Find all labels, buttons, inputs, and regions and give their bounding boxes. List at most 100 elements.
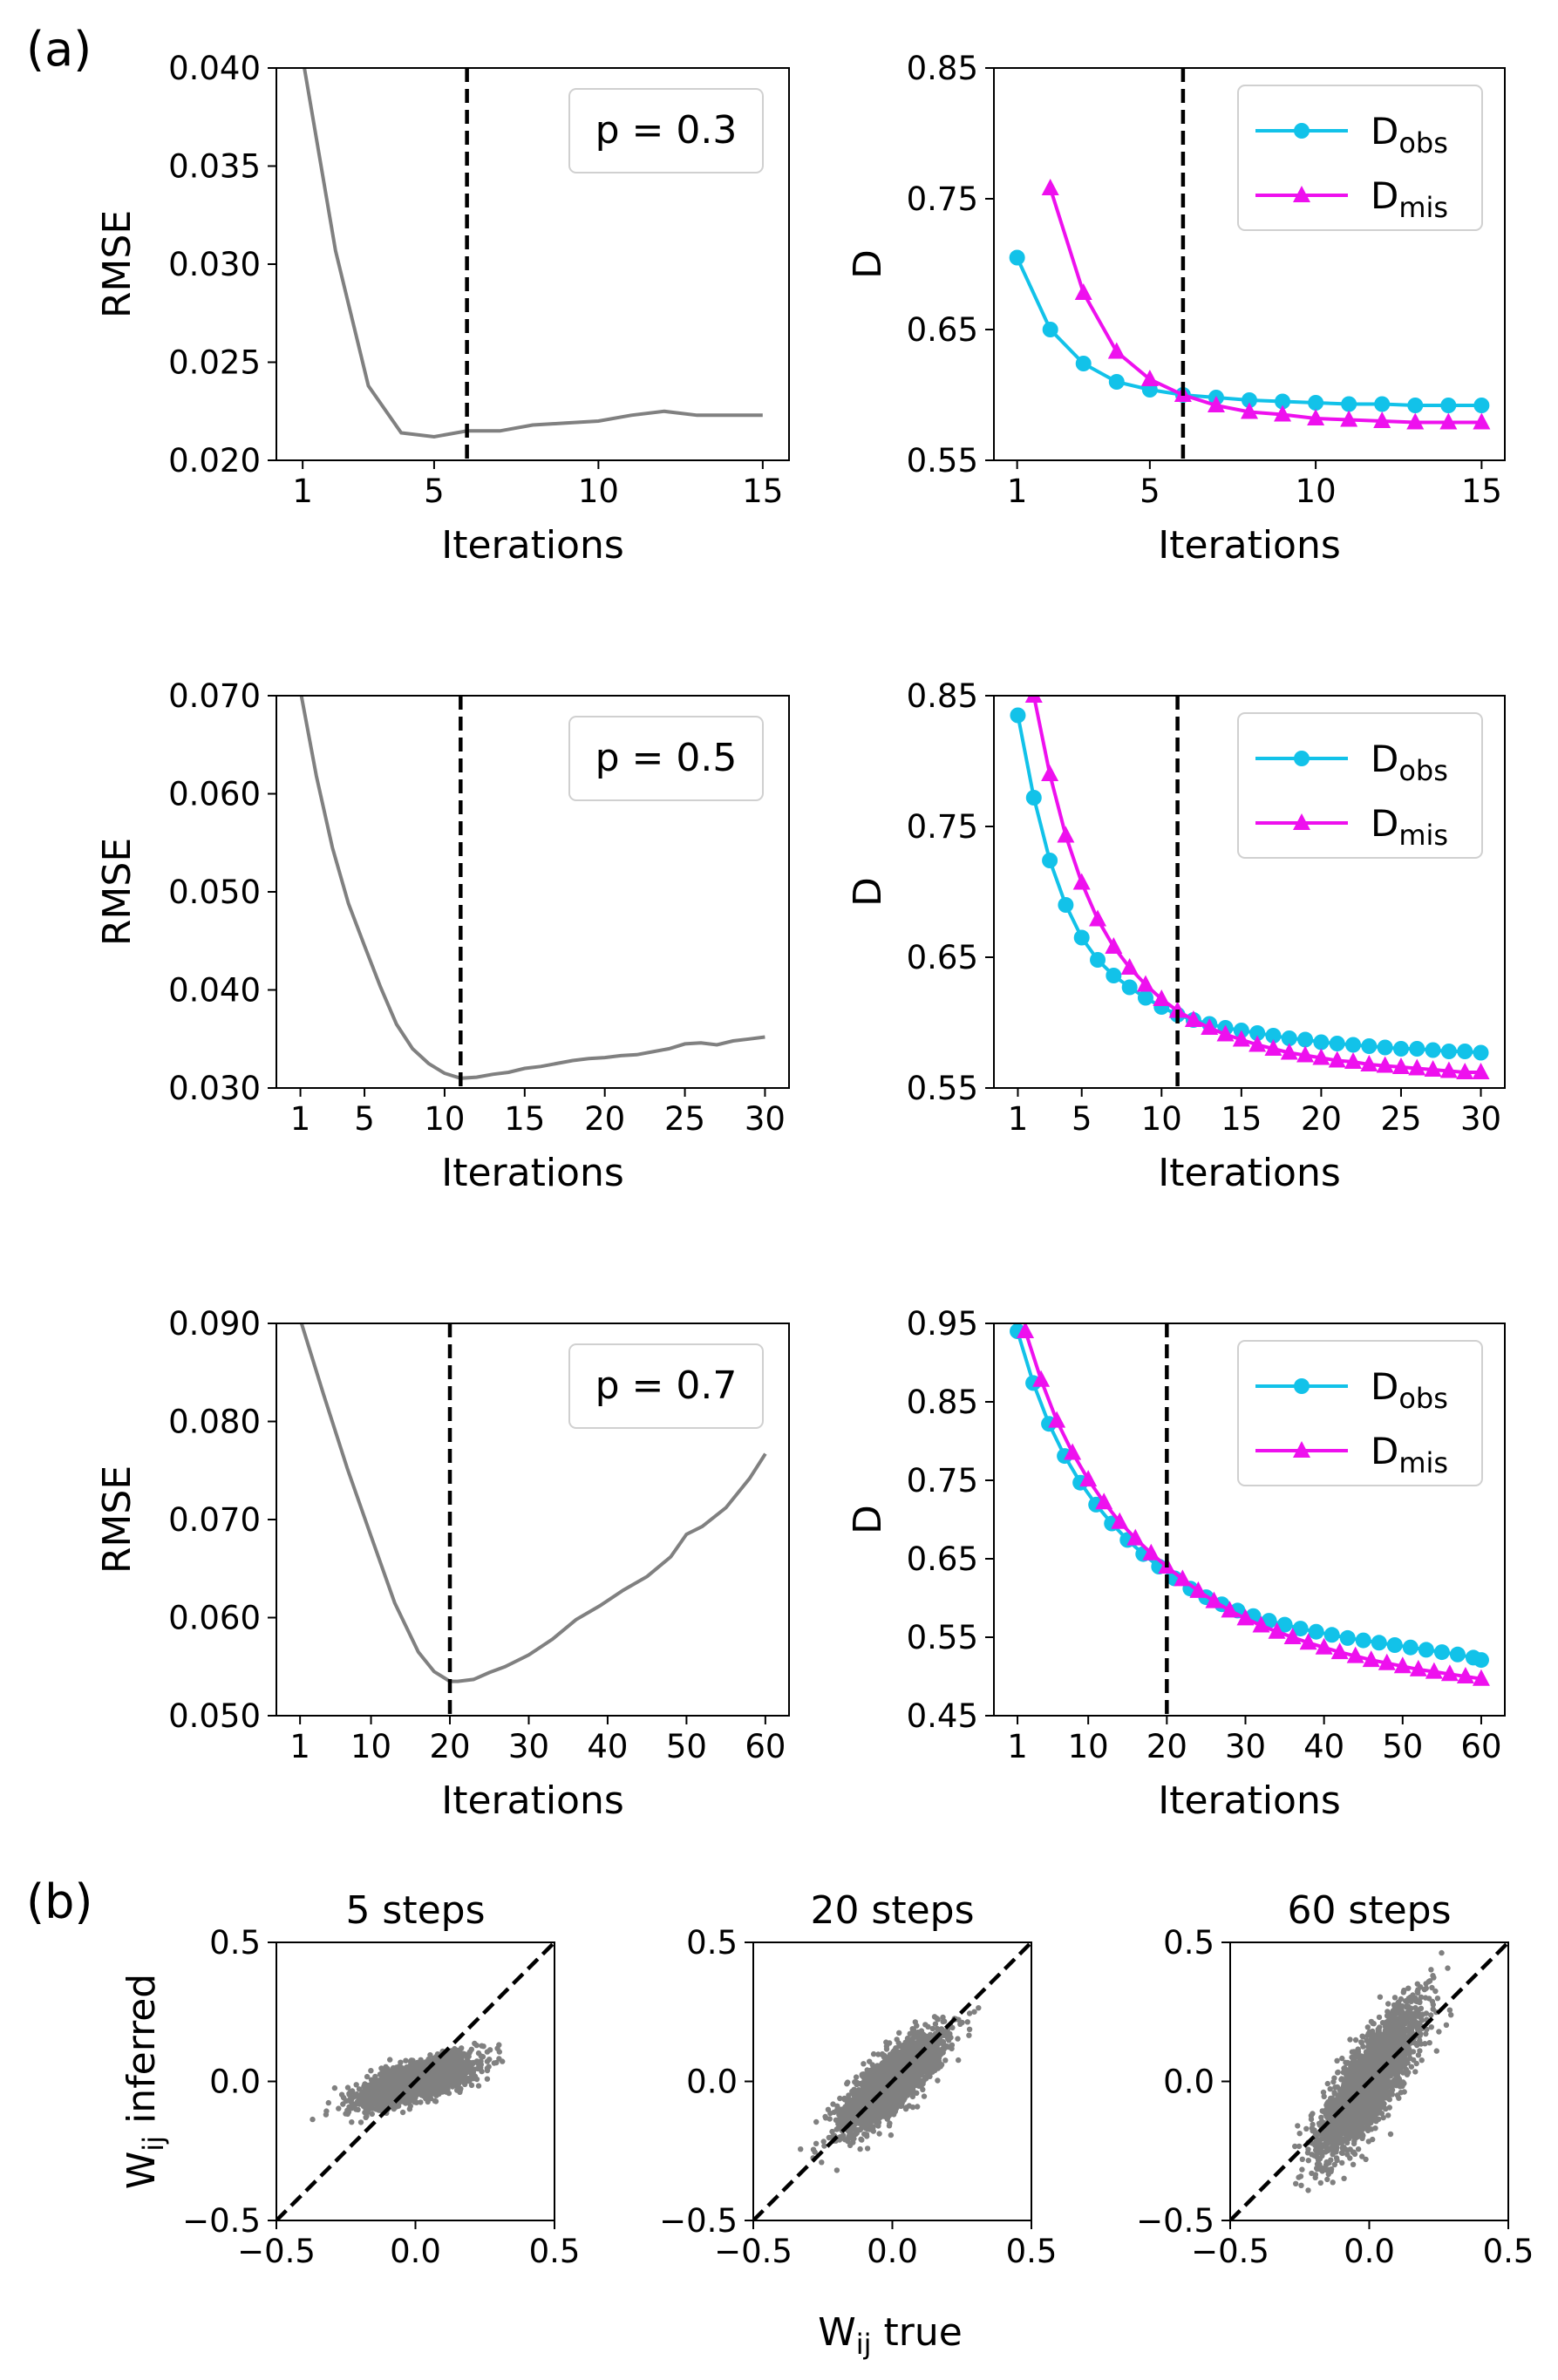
scatter-point [347, 2089, 354, 2095]
point-mis [1140, 370, 1159, 386]
legend-label-mis: Dmis [1371, 1430, 1448, 1479]
x-tick-label: 50 [1382, 1728, 1423, 1765]
point-obs [1377, 1039, 1393, 1056]
y-tick-label: 0.080 [168, 1404, 261, 1441]
scatter-point [442, 2064, 448, 2071]
scatter-point [398, 2059, 404, 2065]
chart-a-rmse-p05: 1 5 10 15 20 25 300.0300.0400.0500.0600.070Ite… [95, 677, 790, 1195]
axes-frame [993, 1323, 1506, 1717]
point-obs [1292, 1621, 1309, 1637]
point-mis [1201, 1018, 1219, 1035]
x-tick-label: 1 [289, 1728, 310, 1765]
point-mis [1472, 1669, 1490, 1686]
x-tick-label: 15 [504, 1100, 545, 1138]
scatter-point [441, 2069, 447, 2075]
scatter-point [820, 2139, 827, 2145]
scatter-point [830, 2101, 836, 2107]
scatter-point [440, 2081, 446, 2087]
scatter-point [338, 2091, 345, 2098]
scatter-point [434, 2076, 440, 2082]
legend-label-mis: Dmis [1371, 174, 1448, 224]
x-axis-label: Iterations [1158, 523, 1341, 568]
scatter-point [931, 2014, 938, 2020]
scatter-point [355, 2106, 361, 2113]
scatter-point [448, 2064, 455, 2070]
scatter-point [864, 2133, 870, 2139]
y-axis-label: RMSE [95, 210, 139, 318]
scatter-point [460, 2050, 466, 2057]
point-mis [1252, 1615, 1270, 1633]
point-mis [1126, 1528, 1145, 1546]
scatter-point [479, 2043, 485, 2049]
scatter-point [810, 2146, 817, 2152]
x-tick-label: 10 [578, 473, 619, 510]
scatter-point [934, 2025, 941, 2032]
scatter-point [403, 2068, 410, 2074]
scatter-point [813, 2140, 820, 2146]
x-tick-label: 30 [1225, 1728, 1266, 1765]
y-tick-label: 0.85 [907, 50, 978, 87]
scatter-point [325, 2099, 331, 2106]
scatter-point [396, 2071, 402, 2077]
point-obs [1308, 1623, 1324, 1640]
scatter-point [821, 2143, 827, 2149]
x-tick-label: 1 [1007, 1728, 1028, 1765]
point-mis [1425, 1662, 1443, 1679]
scatter-point [418, 2099, 424, 2105]
scatter-point [854, 2130, 860, 2136]
scatter-point [412, 2085, 418, 2092]
point-mis [1283, 1628, 1302, 1644]
x-tick-label: 5 [424, 473, 445, 510]
y-tick-label: 0.050 [168, 1697, 261, 1735]
chart-a-d-p07: 1 10 20 30 40 50 600.450.550.650.750.850.95Ite… [846, 1305, 1506, 1823]
scatter-point [484, 2076, 491, 2082]
x-axis-label: Iterations [1158, 1778, 1341, 1823]
scatter-point [431, 2087, 438, 2093]
y-axis-label: Wij inferred [119, 1974, 170, 2189]
scatter-point [466, 2049, 473, 2055]
scatter-point [496, 2049, 502, 2055]
point-mis [1376, 1056, 1394, 1073]
point-mis [1248, 1035, 1267, 1052]
scatter-point [858, 2136, 864, 2142]
label-base: W [119, 2152, 164, 2190]
legend-marker-obs [1294, 123, 1310, 139]
series-line-obs [1015, 256, 1482, 407]
scatter-point [456, 2051, 462, 2057]
scatter-point [491, 2060, 497, 2066]
x-tick-label: 10 [1141, 1100, 1182, 1138]
y-axis-label: D [846, 1505, 890, 1534]
point-obs [1276, 1616, 1293, 1633]
point-obs [1355, 1632, 1371, 1649]
point-mis [1232, 1030, 1250, 1047]
plot-content [299, 696, 765, 1088]
point-obs [1042, 853, 1058, 868]
x-tick-label: −0.5 [237, 2233, 316, 2270]
y-tick-label: 0.65 [907, 939, 978, 976]
x-tick-label: 5 [1072, 1100, 1092, 1138]
point-mis [1440, 1664, 1459, 1682]
x-tick-label: 1 [290, 1100, 311, 1138]
y-tick-label: 0.060 [168, 776, 261, 813]
identity-diagonal [276, 1942, 554, 2220]
scatter-point [468, 2082, 475, 2089]
point-mis [1142, 1543, 1160, 1561]
scatter-point [385, 2084, 391, 2091]
chart-b-20-steps: 20 steps−0.5 0.0 0.5−0.50.00.5 [659, 1888, 1057, 2270]
point-mis [1009, 615, 1026, 631]
y-tick-label: 0.75 [907, 808, 978, 846]
point-obs [1265, 1028, 1282, 1044]
scatter-point [468, 2071, 474, 2077]
scatter-point [425, 2056, 432, 2063]
scatter-point [455, 2084, 461, 2090]
point-obs [1308, 395, 1324, 411]
y-tick-label: 0.5 [209, 1924, 261, 1962]
x-axis-label: Iterations [441, 523, 624, 568]
label-base: D [1371, 174, 1398, 217]
scatter-point [870, 2050, 877, 2057]
scatter-title: 5 steps [345, 1888, 485, 1933]
label-base: D [1371, 110, 1398, 153]
point-mis [1264, 1039, 1282, 1056]
scatter-point [486, 2047, 493, 2053]
point-mis [1360, 1055, 1378, 1071]
